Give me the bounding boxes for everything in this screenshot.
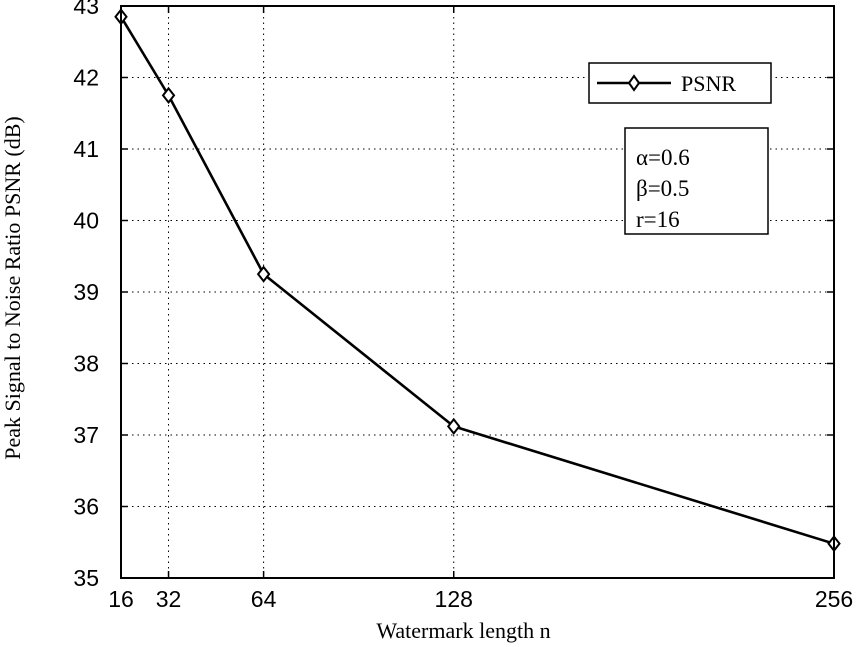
y-tick-label: 35 xyxy=(73,565,99,591)
y-tick-label: 39 xyxy=(73,279,99,305)
annotation-r: r=16 xyxy=(636,207,680,232)
data-point-psnr xyxy=(256,265,271,283)
y-tick-label: 38 xyxy=(73,351,99,377)
y-tick-label: 41 xyxy=(73,136,99,162)
y-tick-label: 43 xyxy=(73,0,99,19)
ticks: 16 32 64 128 256 35 36 37 38 39 40 41 42 43 xyxy=(73,0,853,612)
y-tick-label: 37 xyxy=(73,422,99,448)
y-tick-label: 36 xyxy=(73,494,99,520)
legend-entry-psnr: PSNR xyxy=(681,71,736,96)
legend: PSNR xyxy=(588,62,772,104)
parameter-annotation: α=0.6 β=0.5 r=16 xyxy=(624,127,769,235)
x-tick-label: 64 xyxy=(251,586,277,612)
annotation-box xyxy=(624,127,769,235)
data-point-psnr xyxy=(161,86,176,104)
x-tick-label: 128 xyxy=(435,586,473,612)
y-axis-label: Peak Signal to Noise Ratio PSNR (dB) xyxy=(0,116,25,459)
x-tick-label: 32 xyxy=(156,586,182,612)
annotation-beta: β=0.5 xyxy=(636,176,689,201)
plot-frame xyxy=(120,5,835,579)
x-axis-label: Watermark length n xyxy=(376,618,550,643)
x-tick-label: 256 xyxy=(815,586,853,612)
data-point-psnr xyxy=(446,417,461,436)
legend-diamond-marker xyxy=(627,74,641,92)
y-tick-label: 42 xyxy=(73,65,99,91)
annotation-alpha: α=0.6 xyxy=(636,145,690,170)
y-tick-label: 40 xyxy=(73,208,99,234)
x-tick-label: 16 xyxy=(108,586,134,612)
